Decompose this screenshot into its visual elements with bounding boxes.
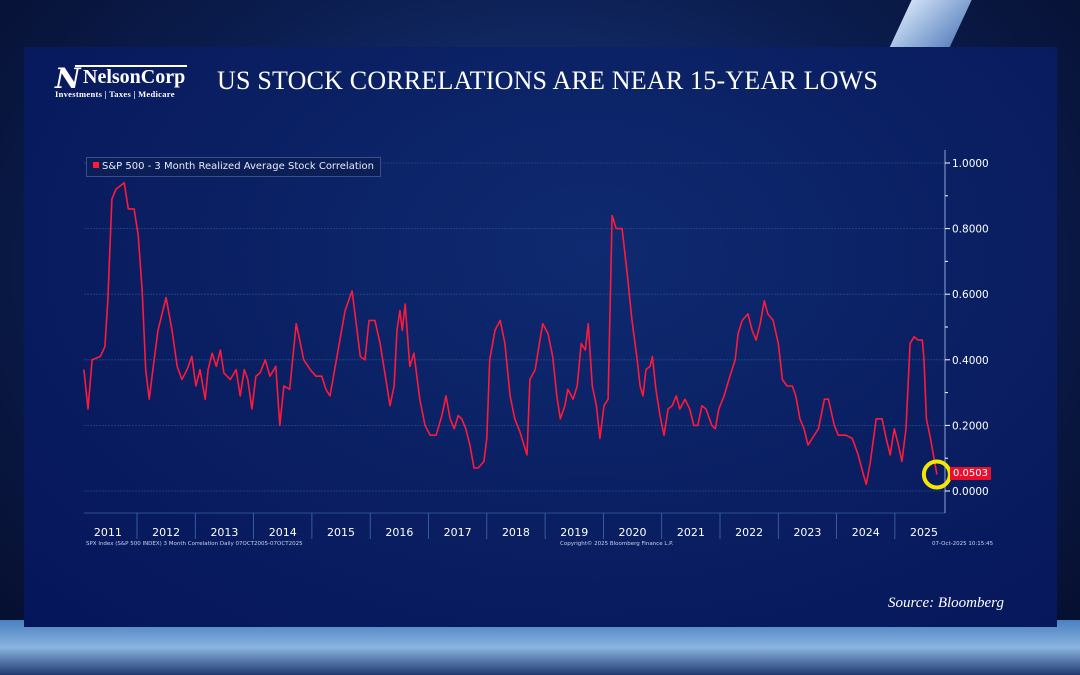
y-tick-label: 0.4000 bbox=[952, 355, 989, 367]
x-tick-label: 2025 bbox=[910, 526, 938, 539]
x-tick-label: 2016 bbox=[385, 526, 413, 539]
last-value-tag: 0.0503 bbox=[950, 467, 991, 480]
x-tick-label: 2020 bbox=[619, 526, 647, 539]
x-tick-label: 2024 bbox=[852, 526, 880, 539]
x-tick-label: 2022 bbox=[735, 526, 763, 539]
y-tick-label: 0.6000 bbox=[952, 289, 989, 301]
x-tick-label: 2014 bbox=[269, 526, 297, 539]
x-tick-label: 2011 bbox=[94, 526, 122, 539]
x-tick-label: 2012 bbox=[152, 526, 180, 539]
legend-swatch bbox=[93, 162, 99, 168]
y-tick-label: 1.0000 bbox=[952, 158, 989, 170]
logo-tagline: Investments | Taxes | Medicare bbox=[55, 89, 175, 99]
highlight-circle bbox=[921, 459, 952, 490]
series-line bbox=[83, 181, 938, 486]
chart-legend: S&P 500 - 3 Month Realized Average Stock… bbox=[86, 157, 381, 177]
x-tick-label: 2019 bbox=[560, 526, 588, 539]
footer-description: SPX Index (S&P 500 INDEX) 3 Month Correl… bbox=[86, 541, 303, 547]
x-tick-label: 2018 bbox=[502, 526, 530, 539]
x-tick-label: 2023 bbox=[793, 526, 821, 539]
x-tick-label: 2017 bbox=[444, 526, 472, 539]
x-tick-label: 2015 bbox=[327, 526, 355, 539]
stage-floor-background bbox=[0, 620, 1080, 675]
x-tick-label: 2021 bbox=[677, 526, 705, 539]
footer-timestamp: 07-Oct-2025 10:15:45 bbox=[932, 541, 994, 547]
y-tick-label: 0.8000 bbox=[952, 224, 989, 236]
x-tick-label: 2013 bbox=[210, 526, 238, 539]
source-note: Source: Bloomberg bbox=[888, 595, 1004, 611]
y-tick-label: 0.0000 bbox=[952, 486, 989, 498]
page-title: US STOCK CORRELATIONS ARE NEAR 15-YEAR L… bbox=[217, 66, 879, 95]
legend-label: S&P 500 - 3 Month Realized Average Stock… bbox=[102, 161, 374, 172]
logo-bar bbox=[75, 65, 187, 67]
y-tick-label: 0.2000 bbox=[952, 420, 989, 432]
logo-name: NelsonCorp bbox=[83, 66, 186, 88]
logo-mark: N bbox=[55, 62, 81, 95]
footer-copyright: Copyright© 2025 Bloomberg Finance L.P. bbox=[560, 541, 674, 547]
